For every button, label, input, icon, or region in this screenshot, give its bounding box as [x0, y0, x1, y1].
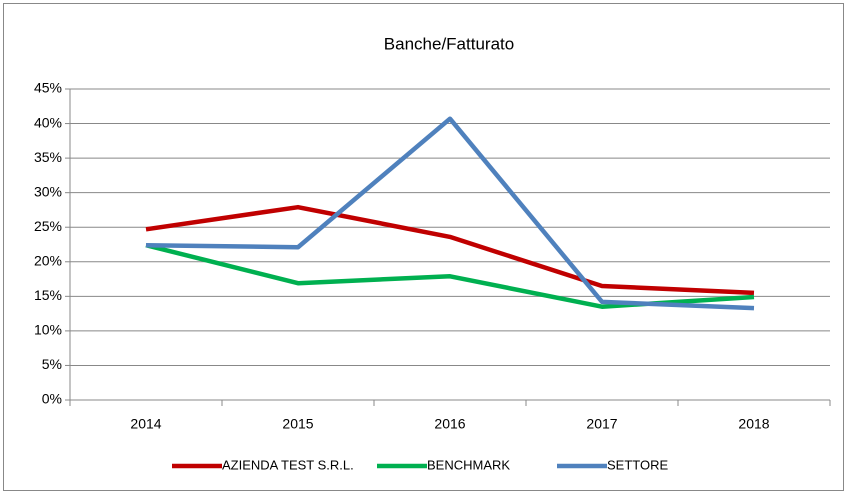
legend-label: SETTORE [607, 457, 668, 472]
y-tick-label: 25% [34, 218, 62, 234]
chart-border [3, 3, 844, 491]
y-tick-label: 35% [34, 149, 62, 165]
y-tick-label: 30% [34, 183, 62, 199]
legend-label: AZIENDA TEST S.R.L. [222, 457, 354, 472]
y-tick-label: 0% [42, 391, 62, 407]
legend-label: BENCHMARK [427, 457, 510, 472]
chart-title: Banche/Fatturato [384, 34, 514, 53]
series-line [145, 116, 755, 311]
y-tick-label: 15% [34, 287, 62, 303]
y-tick-label: 20% [34, 252, 62, 268]
x-tick-label: 2017 [586, 416, 617, 432]
x-tick-label: 2014 [130, 416, 161, 432]
series-line [145, 204, 755, 296]
x-tick-label: 2016 [434, 416, 465, 432]
x-tick-label: 2018 [738, 416, 769, 432]
y-tick-label: 45% [34, 80, 62, 96]
x-tick-label: 2015 [282, 416, 313, 432]
y-tick-label: 40% [34, 114, 62, 130]
y-tick-label: 5% [42, 356, 62, 372]
y-tick-label: 10% [34, 322, 62, 338]
